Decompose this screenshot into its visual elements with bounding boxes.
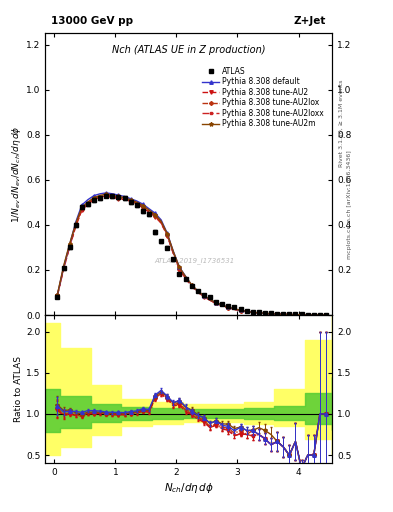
Text: mcplots.cern.ch [arXiv:1306.3436]: mcplots.cern.ch [arXiv:1306.3436]	[347, 151, 352, 259]
Text: ATLAS_2019_I1736531: ATLAS_2019_I1736531	[154, 258, 235, 264]
X-axis label: $N_{ch}/d\eta\,d\phi$: $N_{ch}/d\eta\,d\phi$	[163, 481, 214, 496]
Y-axis label: Ratio to ATLAS: Ratio to ATLAS	[14, 356, 23, 422]
Text: 13000 GeV pp: 13000 GeV pp	[51, 16, 133, 26]
Legend: ATLAS, Pythia 8.308 default, Pythia 8.308 tune-AU2, Pythia 8.308 tune-AU2lox, Py: ATLAS, Pythia 8.308 default, Pythia 8.30…	[201, 65, 325, 130]
Text: Nch (ATLAS UE in Z production): Nch (ATLAS UE in Z production)	[112, 45, 265, 55]
Text: Rivet 3.1.10, ≥ 3.1M events: Rivet 3.1.10, ≥ 3.1M events	[339, 79, 344, 166]
Y-axis label: $1/N_{ev}\,dN_{ev}/dN_{ch}/d\eta\,d\phi$: $1/N_{ev}\,dN_{ev}/dN_{ch}/d\eta\,d\phi$	[10, 125, 23, 223]
Text: Z+Jet: Z+Jet	[294, 16, 326, 26]
